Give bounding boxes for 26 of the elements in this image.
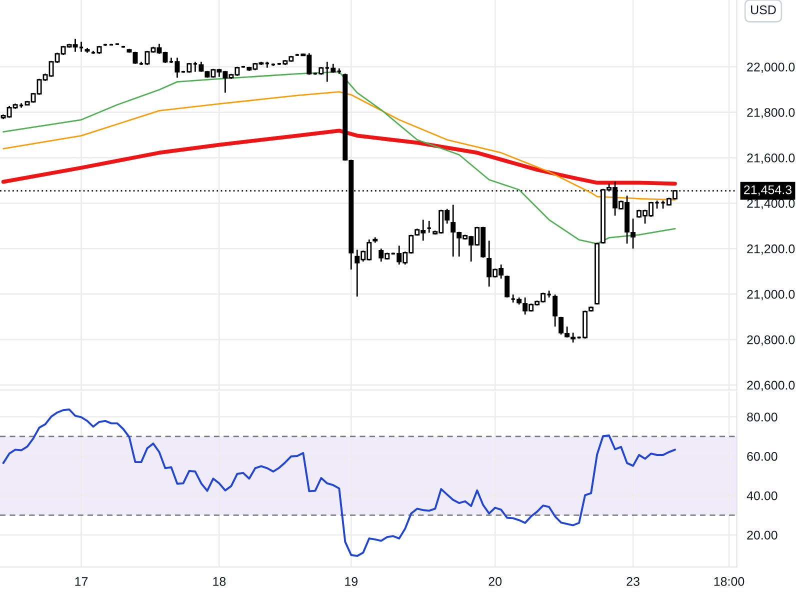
x-tick-label: 18 [213, 577, 226, 586]
y-tick-label: 21,000.0 [747, 290, 795, 300]
x-tick-label: 19 [345, 577, 358, 586]
candlestick [504, 274, 510, 298]
y-tick-label: 21,400.0 [747, 198, 795, 210]
line-series [2, 408, 676, 557]
text: USD [751, 5, 776, 14]
line-series [2, 91, 676, 200]
y-tick-label: 22,000.0 [747, 62, 795, 73]
y-tick-label: 21,800.0 [747, 108, 795, 118]
y-tick-label: 80.00 [747, 412, 778, 422]
x-tick-label: 23 [626, 577, 640, 586]
y-tick-label: 20,600.0 [747, 380, 795, 392]
y-tick-label: 60.00 [747, 452, 778, 461]
x-tick-label: 20 [488, 577, 502, 586]
x-tick-label: 17 [75, 577, 88, 586]
y-tick-label: 20,800.0 [747, 335, 795, 346]
y-tick-label: 21,200.0 [747, 244, 795, 255]
x-tick-label: 18:00 [714, 577, 744, 586]
y-tick-label: 20.00 [747, 530, 778, 540]
line-series [1, 128, 677, 186]
candlestick [552, 294, 558, 328]
y-tick-label: 21,600.0 [747, 154, 795, 164]
y-tick-label: 40.00 [746, 491, 778, 500]
ref-line-label: 21,454.3 [744, 185, 792, 196]
line-series [2, 71, 676, 244]
